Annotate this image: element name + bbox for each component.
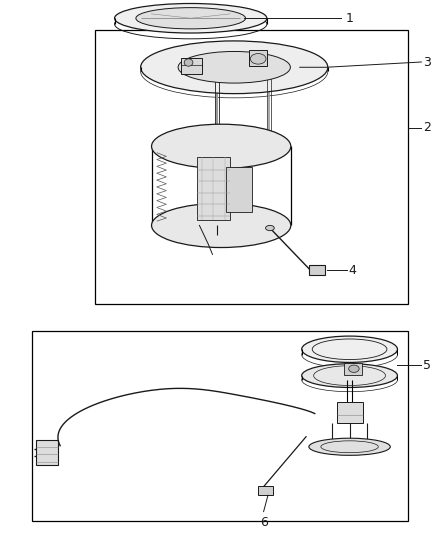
Ellipse shape <box>152 203 291 247</box>
Text: 2: 2 <box>423 122 431 134</box>
Ellipse shape <box>141 41 328 94</box>
Ellipse shape <box>265 225 274 231</box>
Bar <box>95 30 408 304</box>
Text: 6: 6 <box>260 516 268 529</box>
Bar <box>32 331 408 521</box>
Bar <box>258 486 273 495</box>
Text: 3: 3 <box>423 55 431 69</box>
Ellipse shape <box>302 336 397 362</box>
Ellipse shape <box>152 124 291 168</box>
Ellipse shape <box>184 59 193 66</box>
Text: 5: 5 <box>423 359 431 372</box>
Bar <box>197 157 230 220</box>
Bar <box>181 58 202 74</box>
Ellipse shape <box>178 52 290 83</box>
Bar <box>344 363 362 375</box>
Ellipse shape <box>302 364 397 387</box>
Ellipse shape <box>251 54 266 64</box>
Bar <box>36 440 58 465</box>
Text: 1: 1 <box>345 12 353 25</box>
Bar <box>336 402 363 423</box>
Ellipse shape <box>349 365 359 373</box>
Bar <box>226 167 252 212</box>
Bar <box>309 265 325 276</box>
Ellipse shape <box>136 7 246 29</box>
Bar <box>250 51 267 66</box>
Text: 4: 4 <box>349 264 357 277</box>
Ellipse shape <box>115 4 267 33</box>
Ellipse shape <box>309 438 390 455</box>
